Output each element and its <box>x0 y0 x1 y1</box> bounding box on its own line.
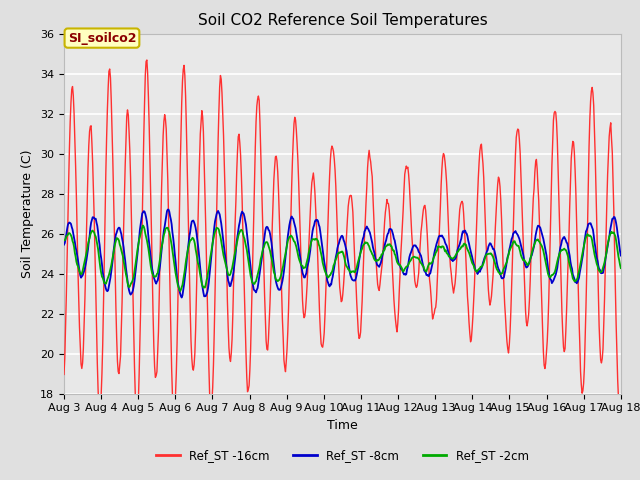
Text: SI_soilco2: SI_soilco2 <box>68 32 136 45</box>
Title: Soil CO2 Reference Soil Temperatures: Soil CO2 Reference Soil Temperatures <box>198 13 487 28</box>
Y-axis label: Soil Temperature (C): Soil Temperature (C) <box>22 149 35 278</box>
X-axis label: Time: Time <box>327 419 358 432</box>
Legend: Ref_ST -16cm, Ref_ST -8cm, Ref_ST -2cm: Ref_ST -16cm, Ref_ST -8cm, Ref_ST -2cm <box>151 444 534 467</box>
